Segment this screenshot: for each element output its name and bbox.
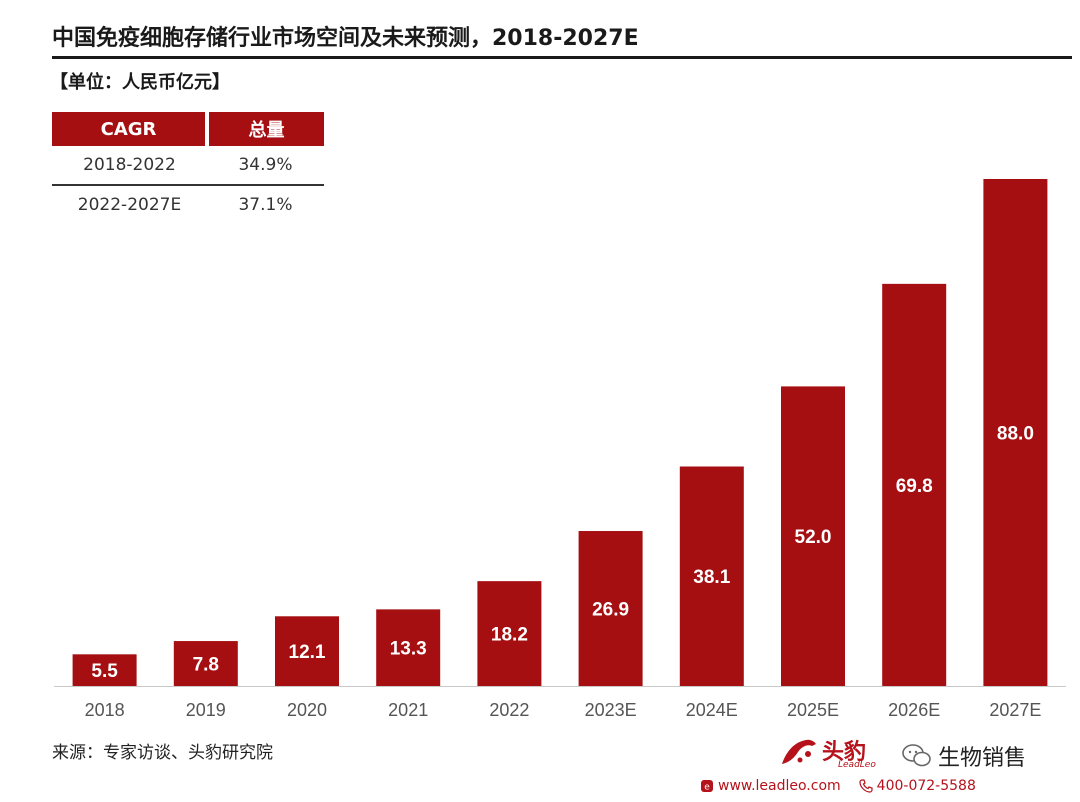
- leopard-logo-icon: [782, 739, 816, 764]
- cagr-table: CAGR 总量 2018-2022 34.9% 2022-2027E 37.1%: [52, 112, 324, 224]
- contact-info: e www.leadleo.com 400-072-5588: [700, 778, 976, 794]
- data-label-2027E: 88.0: [997, 424, 1034, 445]
- brand-footer: 头豹 LeadLeo 生物销售 e www.leadleo.com 400-07…: [701, 732, 1080, 802]
- data-label-2022: 18.2: [491, 625, 528, 646]
- bar-2027E: [983, 179, 1048, 686]
- svg-text:e: e: [704, 783, 710, 793]
- source-note: 来源：专家访谈、头豹研究院: [52, 743, 273, 763]
- x-tick-label-2019: 2019: [186, 700, 226, 720]
- bar-2021: [376, 609, 441, 686]
- bar-2022: [477, 581, 542, 686]
- brand-name: 头豹: [822, 740, 867, 765]
- cagr-header-value: 总量: [209, 112, 324, 146]
- bar-2026E: [882, 283, 947, 686]
- data-label-2021: 13.3: [390, 639, 427, 660]
- bar-2024E: [679, 466, 744, 686]
- data-label-2023E: 26.9: [592, 600, 629, 621]
- data-label-2025E: 52.0: [795, 527, 832, 548]
- cagr-row: 2018-2022 34.9%: [52, 146, 324, 184]
- data-label-2020: 12.1: [289, 642, 326, 663]
- data-label-2024E: 38.1: [693, 567, 730, 588]
- data-label-2018: 5.5: [91, 661, 118, 682]
- phone-number: 400-072-5588: [876, 778, 976, 794]
- phone-icon: [859, 779, 873, 793]
- bar-2019: [173, 641, 238, 686]
- x-tick-label-2023E: 2023E: [585, 700, 637, 720]
- wechat-icon: [902, 744, 931, 767]
- data-label-2019: 7.8: [193, 655, 219, 676]
- cagr-value: 37.1%: [238, 195, 293, 215]
- website[interactable]: www.leadleo.com: [718, 778, 841, 794]
- x-tick-label-2018: 2018: [85, 700, 125, 720]
- bar-2025E: [781, 386, 845, 686]
- x-tick-label-2026E: 2026E: [888, 700, 940, 720]
- chart-title: 中国免疫细胞存储行业市场空间及未来预测，2018-2027E: [52, 26, 639, 51]
- bar-2020: [275, 616, 339, 686]
- cagr-period: 2018-2022: [83, 155, 176, 175]
- x-tick-label-2024E: 2024E: [686, 700, 738, 720]
- x-tick-label-2022: 2022: [489, 700, 529, 720]
- wechat-name: 生物销售: [938, 746, 1027, 771]
- wechat-account: 生物销售: [902, 740, 1026, 772]
- cagr-value: 34.9%: [238, 155, 293, 175]
- x-tick-label-2020: 2020: [287, 700, 327, 720]
- bar-2018: [72, 654, 137, 686]
- cagr-row-divider: [52, 184, 324, 186]
- cagr-table-header: CAGR 总量: [52, 112, 324, 146]
- cagr-row: 2022-2027E 37.1%: [52, 186, 324, 224]
- unit-label: 【单位：人民币亿元】: [50, 72, 230, 93]
- x-tick-label-2021: 2021: [388, 700, 428, 720]
- x-tick-label-2027E: 2027E: [989, 700, 1041, 720]
- bar-2023E: [578, 531, 643, 686]
- web-icon: e: [701, 780, 713, 793]
- x-tick-label-2025E: 2025E: [787, 700, 839, 720]
- brand-subname: LeadLeo: [838, 760, 876, 770]
- data-label-2026E: 69.8: [896, 476, 933, 497]
- cagr-header-period: CAGR: [52, 112, 205, 146]
- title-divider: [52, 56, 1072, 59]
- cagr-period: 2022-2027E: [77, 195, 182, 215]
